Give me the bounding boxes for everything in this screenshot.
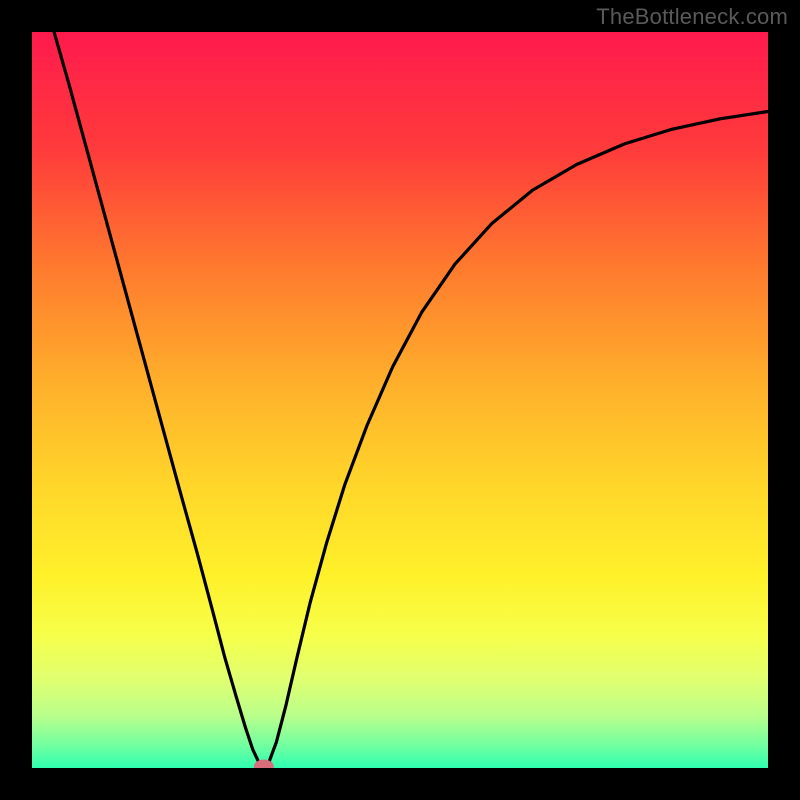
gradient-background [32, 32, 768, 768]
chart-svg [32, 32, 768, 768]
watermark-text: TheBottleneck.com [596, 4, 788, 30]
chart-container [32, 32, 768, 768]
